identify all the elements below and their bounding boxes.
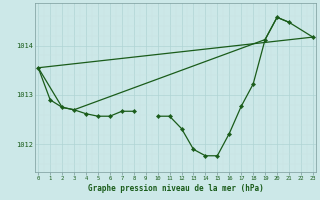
X-axis label: Graphe pression niveau de la mer (hPa): Graphe pression niveau de la mer (hPa) <box>88 184 263 193</box>
